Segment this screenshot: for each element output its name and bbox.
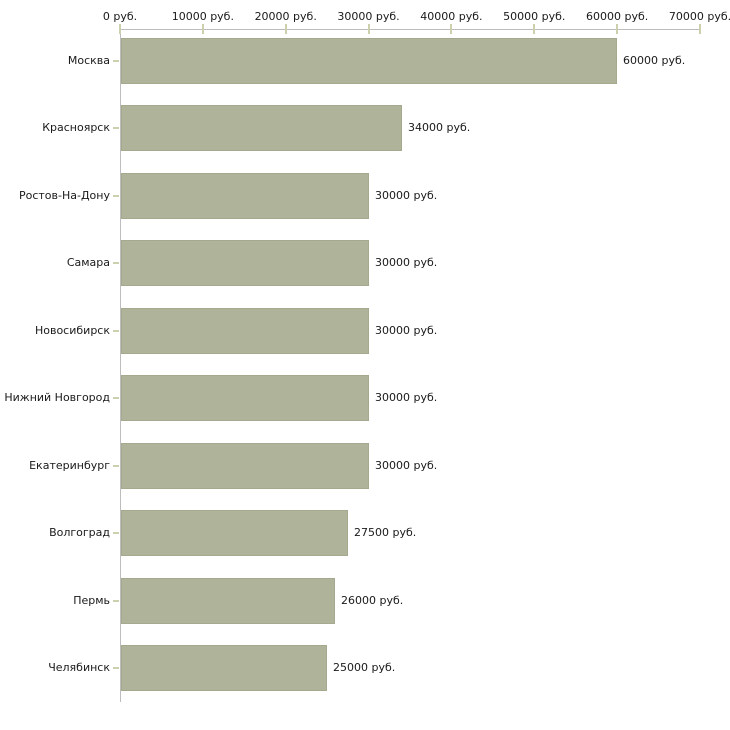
bar [121, 37, 617, 84]
bar [121, 240, 369, 286]
category-tick-mark [113, 59, 119, 62]
bar [121, 645, 327, 691]
x-axis-tick-mark [284, 24, 287, 34]
x-axis-tick-label: 40000 руб. [420, 10, 483, 23]
category-label: Пермь [73, 593, 110, 607]
category-tick-mark [113, 127, 119, 129]
category-label: Москва [67, 53, 110, 67]
x-axis-tick-mark [119, 24, 121, 34]
value-label: 30000 руб. [375, 391, 438, 404]
x-axis-tick-label: 70000 руб. [668, 10, 730, 23]
category-label: Красноярск [42, 121, 110, 134]
value-label: 60000 руб. [623, 53, 686, 67]
category-label: Новосибирск [34, 323, 110, 337]
bar [121, 105, 402, 151]
x-axis-tick-mark [201, 24, 204, 34]
value-label: 30000 руб. [375, 188, 438, 202]
x-axis-line [120, 29, 701, 30]
y-axis-line [120, 29, 121, 702]
bar [121, 442, 369, 489]
category-tick-mark [113, 464, 119, 467]
category-tick-mark [113, 397, 119, 399]
category-label: Ростов-На-Дону [18, 188, 110, 202]
x-axis-tick-label: 20000 руб. [254, 10, 317, 23]
x-axis-tick-label: 0 руб. [102, 10, 138, 23]
x-axis-tick-label: 50000 руб. [503, 10, 566, 23]
category-label: Нижний Новгород [4, 391, 110, 404]
x-axis-tick-mark [367, 24, 370, 34]
value-label: 30000 руб. [375, 458, 438, 472]
value-label: 34000 руб. [408, 121, 471, 134]
bar [121, 577, 335, 624]
category-tick-mark [113, 329, 119, 332]
category-label: Екатеринбург [29, 458, 110, 472]
category-tick-mark [113, 194, 119, 197]
category-label: Самара [66, 256, 110, 269]
x-axis-tick-mark [533, 24, 536, 34]
bar [121, 375, 369, 421]
x-axis-tick-mark [699, 24, 701, 34]
value-label: 30000 руб. [375, 256, 438, 269]
x-axis-tick-label: 30000 руб. [337, 10, 400, 23]
x-axis-tick-label: 60000 руб. [586, 10, 649, 23]
category-tick-mark [113, 262, 119, 264]
x-axis-tick-mark [616, 24, 619, 34]
value-label: 30000 руб. [375, 323, 438, 337]
x-axis-tick-label: 10000 руб. [171, 10, 234, 23]
category-tick-mark [113, 532, 119, 534]
category-tick-mark [113, 667, 119, 669]
category-label: Волгоград [49, 526, 110, 539]
category-label: Челябинск [48, 661, 110, 674]
value-label: 27500 руб. [354, 526, 417, 539]
value-label: 25000 руб. [333, 661, 396, 674]
bar [121, 172, 369, 219]
x-axis-tick-mark [450, 24, 453, 34]
category-tick-mark [113, 599, 119, 602]
bar [121, 307, 369, 354]
bar [121, 510, 348, 556]
value-label: 26000 руб. [341, 593, 404, 607]
